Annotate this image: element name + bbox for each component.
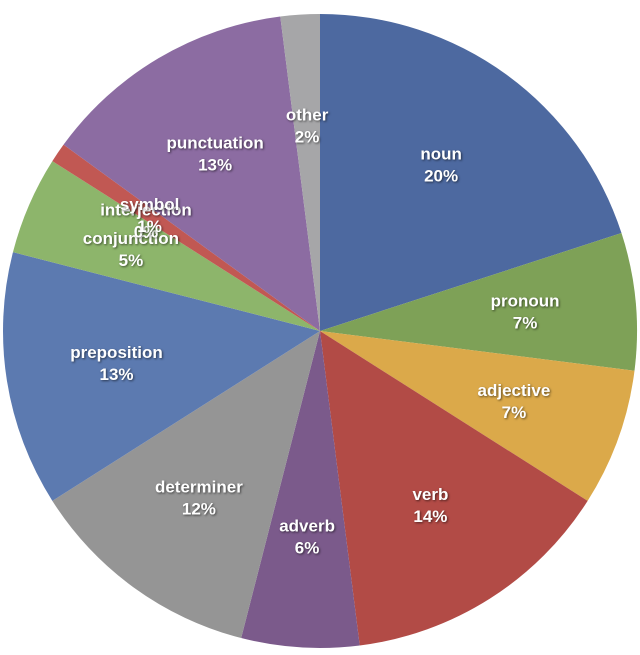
slice-label-pronoun: pronoun 7% [491,292,560,333]
slice-label-adjective: adjective 7% [478,381,551,422]
slice-label-punctuation: punctuation 13% [166,134,263,175]
slice-label-preposition: preposition 13% [70,343,163,384]
pie-slice-symbol [52,144,320,331]
pie-slice-verb [320,331,588,646]
slice-label-other: other 2% [286,105,329,146]
pie-slice-determiner [52,331,320,639]
slice-label-noun: noun 20% [420,144,462,185]
pie-slice-preposition [3,252,321,501]
slice-label-determiner: determiner 12% [155,478,243,519]
pie-slice-other [280,14,320,331]
pie-slice-conjunction [12,161,321,331]
slice-label-adverb: adverb 6% [279,517,335,558]
slice-label-symbol: symbol 1% [120,195,180,236]
pie-slice-adjective [320,331,635,501]
slice-label-interjection: interjection 0% [100,201,192,242]
pie-slice-noun [320,14,622,331]
pie-slice-pronoun [320,233,637,371]
slice-label-verb: verb 14% [412,485,448,526]
slice-label-conjunction: conjunction 5% [83,229,179,270]
pie-slice-adverb [241,331,360,648]
pie-slice-punctuation [63,16,320,331]
